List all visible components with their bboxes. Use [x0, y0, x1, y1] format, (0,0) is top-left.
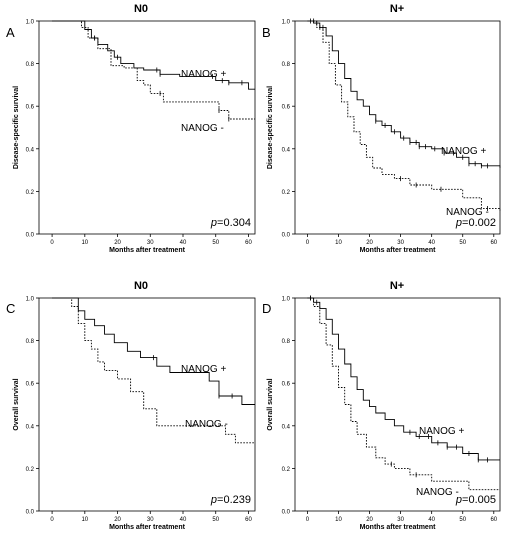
x-tick-label: 20 [114, 517, 121, 523]
x-tick-label: 50 [212, 240, 219, 246]
x-axis-label: Months after treatment [109, 247, 186, 254]
x-tick-label: 0 [50, 517, 54, 523]
series-line-nanog-positive [307, 297, 500, 461]
x-tick-label: 60 [245, 240, 252, 246]
y-tick-label: 0.2 [282, 467, 291, 473]
series-label-nanog-negative: NANOG - [446, 207, 489, 218]
y-tick-label: 0.6 [282, 105, 291, 111]
x-axis-label: Months after treatment [360, 247, 437, 254]
y-tick-label: 0.0 [282, 510, 291, 516]
y-tick-label: 0.8 [282, 62, 291, 68]
y-axis-label: Overall survival [13, 378, 20, 430]
x-axis-label: Months after treatment [109, 524, 186, 531]
y-tick-label: 0.0 [282, 233, 291, 239]
x-axis-label: Months after treatment [360, 524, 437, 531]
series-line-nanog-negative [307, 297, 500, 491]
x-tick-label: 50 [212, 517, 219, 523]
panel-title: N0 [134, 3, 148, 15]
y-tick-label: 0.0 [26, 233, 35, 239]
y-tick-label: 0.0 [26, 510, 35, 516]
plot-frame [38, 20, 256, 235]
y-tick-label: 0.4 [26, 147, 35, 153]
x-tick-label: 10 [335, 240, 342, 246]
series-label-nanog-positive: NANOG + [181, 364, 226, 375]
plot-frame [294, 297, 501, 512]
panel-title: N+ [390, 3, 404, 15]
x-tick-label: 20 [366, 517, 373, 523]
x-tick-label: 40 [180, 240, 187, 246]
panel-letter: A [6, 25, 15, 40]
y-tick-label: 0.8 [282, 339, 291, 345]
x-tick-label: 10 [335, 517, 342, 523]
y-tick-label: 0.6 [282, 382, 291, 388]
y-tick-label: 0.6 [26, 105, 35, 111]
p-value: p=0.239 [210, 494, 251, 506]
panel-c: N0 C 0.0 0.2 0.4 0.6 0.8 1.0 0 10 20 30 40 50 60 Months… [6, 280, 256, 531]
y-tick-label: 1.0 [282, 20, 291, 26]
panel-title: N+ [390, 280, 404, 292]
x-tick-label: 10 [81, 517, 88, 523]
y-axis-label: Overall survival [267, 378, 274, 430]
x-tick-label: 40 [428, 240, 435, 246]
series-label-nanog-negative: NANOG - [185, 419, 228, 430]
p-value: p=0.002 [455, 217, 496, 229]
y-tick-label: 0.2 [26, 467, 35, 473]
p-value: p=0.005 [455, 494, 496, 506]
y-tick-label: 1.0 [26, 297, 35, 303]
y-tick-label: 0.4 [282, 424, 291, 430]
panel-title: N0 [134, 280, 148, 292]
x-tick-label: 20 [366, 240, 373, 246]
plot-frame [38, 297, 256, 512]
series-label-nanog-negative: NANOG - [416, 487, 459, 498]
p-value: p=0.304 [210, 217, 251, 229]
panel-a: N0 A 0.0 0.2 0.4 0.6 0.8 1.0 0 10 20 30 40 50 60 Months… [6, 3, 256, 254]
x-tick-label: 60 [490, 517, 497, 523]
y-tick-label: 0.2 [26, 190, 35, 196]
x-tick-label: 40 [428, 517, 435, 523]
x-tick-label: 10 [81, 240, 88, 246]
panel-d: N+ D 0.0 0.2 0.4 0.6 0.8 1.0 0 10 20 30 40 50 60 Months… [262, 280, 501, 531]
x-tick-label: 50 [459, 517, 466, 523]
x-tick-label: 30 [147, 240, 154, 246]
x-tick-label: 40 [180, 517, 187, 523]
x-tick-label: 20 [114, 240, 121, 246]
y-axis-label: Disease-specific survival [267, 86, 274, 169]
x-tick-label: 0 [306, 240, 310, 246]
plot-frame [294, 20, 501, 235]
y-axis-label: Disease-specific survival [13, 86, 20, 169]
x-tick-label: 60 [245, 517, 252, 523]
y-tick-label: 0.8 [26, 62, 35, 68]
x-tick-label: 60 [490, 240, 497, 246]
y-tick-label: 0.2 [282, 190, 291, 196]
y-tick-label: 0.6 [26, 382, 35, 388]
x-tick-label: 0 [306, 517, 310, 523]
series-label-nanog-positive: NANOG + [181, 69, 226, 80]
panel-letter: C [6, 301, 15, 316]
panel-b: N+ B 0.0 0.2 0.4 0.6 0.8 1.0 0 10 20 30 40 50 60 Months… [262, 3, 501, 254]
y-tick-label: 0.8 [26, 339, 35, 345]
series-label-nanog-negative: NANOG - [181, 123, 224, 134]
y-tick-label: 1.0 [282, 297, 291, 303]
y-tick-label: 1.0 [26, 20, 35, 26]
panel-letter: D [262, 301, 271, 316]
x-tick-label: 0 [50, 240, 54, 246]
series-line-nanog-negative [52, 20, 255, 120]
series-line-nanog-negative [307, 20, 501, 211]
y-tick-label: 0.4 [26, 424, 35, 430]
x-tick-label: 30 [397, 517, 404, 523]
x-tick-label: 30 [397, 240, 404, 246]
series-label-nanog-positive: NANOG + [441, 146, 486, 157]
series-label-nanog-positive: NANOG + [419, 426, 464, 437]
y-tick-label: 0.4 [282, 147, 291, 153]
x-tick-label: 30 [147, 517, 154, 523]
x-tick-label: 50 [459, 240, 466, 246]
series-line-nanog-positive [52, 297, 255, 405]
panel-letter: B [262, 25, 271, 40]
